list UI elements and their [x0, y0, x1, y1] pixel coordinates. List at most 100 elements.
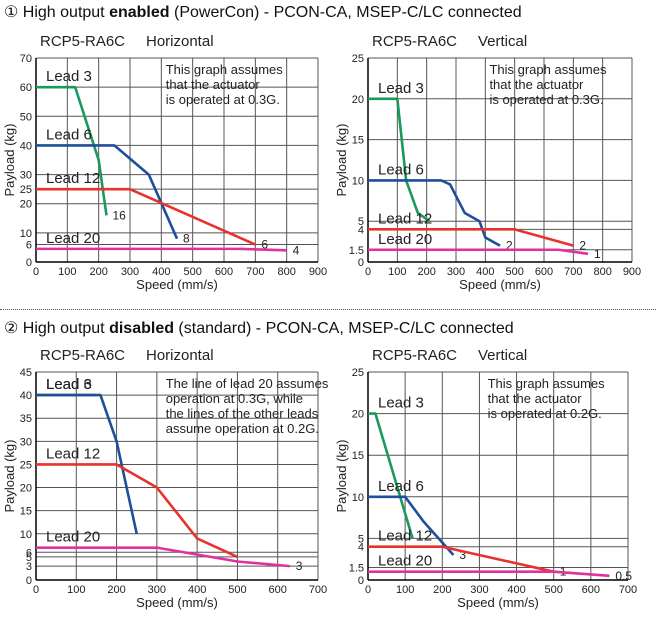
- annotation: is operated at 0.2G.: [488, 406, 602, 421]
- series-line: [368, 97, 431, 223]
- y-tick-label: 10: [352, 175, 364, 187]
- series-label: Lead 3: [378, 395, 424, 412]
- end-label: 2: [579, 239, 586, 253]
- annotation: is operated at 0.3G.: [489, 92, 603, 107]
- series-line: [36, 247, 287, 252]
- x-tick-label: 400: [476, 266, 494, 278]
- x-tick-label: 100: [388, 266, 406, 278]
- y-axis-label: Payload (kg): [334, 124, 349, 197]
- y-tick-label: 15: [352, 135, 364, 147]
- y-tick-label: 50: [20, 111, 32, 123]
- chart-title: RCP5-RA6C: [372, 33, 457, 50]
- series-label: Lead 12: [378, 210, 432, 227]
- y-tick-label: 20: [20, 199, 32, 211]
- series-line: [36, 144, 179, 240]
- series-line: [368, 570, 610, 578]
- series-line: [368, 412, 414, 539]
- annotation: This graph assumes: [489, 62, 607, 77]
- y-tick-label: 5: [358, 216, 364, 228]
- chart-subtitle: Horizontal: [146, 347, 214, 364]
- x-tick-label: 800: [277, 266, 295, 278]
- y-tick-label: 35: [20, 413, 32, 425]
- end-label: 1: [594, 247, 601, 261]
- y-tick-label: 6: [26, 547, 32, 559]
- series-label: Lead 12: [46, 170, 100, 187]
- x-tick-label: 500: [183, 266, 201, 278]
- end-label: 6: [261, 238, 268, 252]
- y-tick-label: 4: [358, 224, 364, 236]
- series-line: [368, 248, 589, 256]
- end-label: 16: [113, 208, 127, 222]
- x-tick-label: 600: [215, 266, 233, 278]
- chart-title: RCP5-RA6C: [372, 347, 457, 364]
- x-tick-label: 500: [505, 266, 523, 278]
- x-tick-label: 700: [619, 584, 637, 596]
- y-axis-label: Payload (kg): [334, 440, 349, 513]
- x-tick-label: 300: [121, 266, 139, 278]
- series-label: Lead 3: [46, 68, 92, 85]
- x-tick-label: 900: [309, 266, 327, 278]
- y-tick-label: 5: [358, 533, 364, 545]
- heading-emphasis: enabled: [109, 4, 170, 21]
- annotation: This graph assumes: [166, 62, 284, 77]
- x-tick-label: 100: [67, 584, 85, 596]
- y-tick-label: 30: [20, 170, 32, 182]
- x-tick-label: 300: [447, 266, 465, 278]
- annotation: the lines of the other leads: [166, 406, 319, 421]
- x-tick-label: 400: [188, 584, 206, 596]
- y-tick-label: 1.5: [349, 563, 364, 575]
- section-number: ②: [4, 320, 19, 337]
- y-tick-label: 10: [20, 228, 32, 240]
- series-label: Lead 6: [378, 478, 424, 495]
- series-label: Lead 6: [46, 376, 92, 393]
- x-tick-label: 300: [470, 584, 488, 596]
- y-tick-label: 60: [20, 82, 32, 94]
- x-tick-label: 400: [152, 266, 170, 278]
- end-label: 0.5: [615, 569, 632, 583]
- y-tick-label: 6: [26, 240, 32, 252]
- section-heading: ① High output enabled (PowerCon) - PCON-…: [4, 2, 522, 22]
- y-tick-label: 0: [358, 575, 364, 587]
- x-tick-label: 300: [148, 584, 166, 596]
- y-tick-label: 10: [352, 492, 364, 504]
- x-tick-label: 600: [535, 266, 553, 278]
- series-line: [36, 187, 256, 246]
- x-tick-label: 200: [433, 584, 451, 596]
- x-tick-label: 200: [417, 266, 435, 278]
- end-label: 2: [506, 239, 513, 253]
- series-label: Lead 20: [46, 230, 100, 247]
- y-tick-label: 0: [26, 257, 32, 269]
- y-tick-label: 20: [20, 483, 32, 495]
- x-tick-label: 0: [33, 584, 39, 596]
- x-axis-label: Speed (mm/s): [136, 277, 218, 292]
- x-tick-label: 500: [545, 584, 563, 596]
- y-tick-label: 20: [352, 409, 364, 421]
- y-tick-label: 15: [352, 450, 364, 462]
- series-line: [36, 463, 238, 559]
- chart-subtitle: Vertical: [478, 347, 527, 364]
- heading-text: (PowerCon) - PCON-CA, MSEP-C/LC connecte…: [169, 4, 522, 21]
- end-label: 8: [183, 232, 190, 246]
- y-tick-label: 40: [20, 140, 32, 152]
- series-line: [368, 545, 554, 573]
- section-number: ①: [4, 4, 19, 21]
- series-label: Lead 6: [378, 161, 424, 178]
- annotation: is operated at 0.3G.: [166, 92, 280, 107]
- y-tick-label: 15: [20, 506, 32, 518]
- annotation: that the actuator: [488, 391, 583, 406]
- y-tick-label: 1.5: [349, 245, 364, 257]
- y-tick-label: 0: [26, 575, 32, 587]
- series-label: Lead 20: [46, 529, 100, 546]
- x-tick-label: 500: [228, 584, 246, 596]
- y-tick-label: 20: [352, 94, 364, 106]
- annotation: assume operation at 0.2G.: [166, 421, 319, 436]
- x-tick-label: 400: [507, 584, 525, 596]
- annotation: This graph assumes: [488, 376, 606, 391]
- series-label: Lead 20: [378, 553, 432, 570]
- x-tick-label: 100: [58, 266, 76, 278]
- annotation: operation at 0.3G, while: [166, 391, 303, 406]
- x-tick-label: 800: [593, 266, 611, 278]
- heading-emphasis: disabled: [109, 320, 174, 337]
- y-tick-label: 25: [20, 184, 32, 196]
